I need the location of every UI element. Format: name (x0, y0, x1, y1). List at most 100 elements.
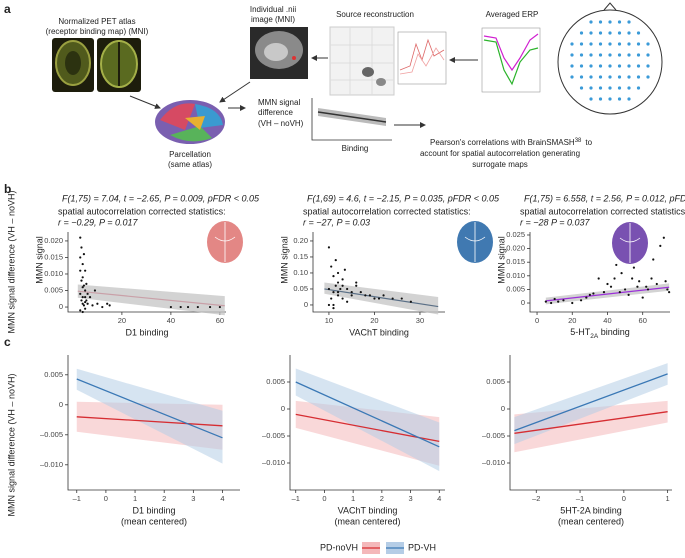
point (330, 297, 333, 300)
electrode (579, 86, 584, 90)
y-tick-label: –0.010 (482, 458, 505, 467)
electrode (636, 42, 641, 46)
electrode (646, 53, 650, 57)
subtitle: spatial autocorrelation corrected statis… (58, 206, 226, 216)
electrode (579, 75, 584, 79)
topoplot-electrodes (570, 20, 650, 101)
y-tick-label: 0.05 (293, 284, 308, 293)
x-tick-label: 10 (325, 316, 333, 325)
line (77, 290, 225, 307)
point (106, 302, 109, 305)
y-tick-label: –0.005 (482, 431, 505, 440)
point (330, 265, 333, 268)
electrode (570, 42, 574, 46)
point (334, 259, 337, 262)
y-tick-label: 0 (59, 302, 63, 311)
electrode (627, 20, 631, 24)
electrode (627, 75, 631, 79)
point (84, 269, 87, 272)
x-axis-label: VAChT binding (349, 327, 409, 337)
y-tick-label: –0.010 (262, 458, 285, 467)
electrode (589, 75, 593, 79)
result: r = −27, P = 0.03 (303, 217, 370, 227)
y-tick-label: 0.20 (293, 236, 308, 245)
electrode (598, 86, 603, 90)
point (196, 305, 199, 309)
electrode (646, 64, 650, 68)
binding-plot (311, 98, 392, 141)
legend-label: PD-VH (408, 542, 436, 552)
point (562, 299, 565, 302)
electrode (579, 53, 584, 57)
electrode (598, 20, 603, 24)
point (557, 300, 560, 303)
caption: Individual .nii (250, 5, 296, 14)
x-tick-label: 1 (351, 494, 355, 503)
x-axis-label: binding (598, 327, 630, 337)
caption: Source reconstruction (336, 10, 414, 19)
caption: Pearson's correlations with BrainSMASH (430, 138, 575, 147)
caption: Averaged ERP (486, 10, 539, 19)
point (327, 287, 331, 291)
electrode (636, 75, 641, 79)
electrode (617, 75, 622, 79)
point (93, 289, 97, 292)
caption: Normalized PET atlas (58, 17, 135, 26)
electrode (617, 97, 622, 101)
x-tick-label: 0 (622, 494, 626, 503)
point (81, 310, 84, 314)
point (606, 282, 609, 286)
electrode (589, 20, 593, 24)
point (82, 253, 86, 256)
mri-image (250, 27, 308, 79)
electrode (608, 86, 612, 90)
axis (312, 232, 445, 313)
point (597, 277, 600, 280)
y-tick-label: 0.005 (266, 377, 285, 386)
caption: image (MNI) (251, 15, 295, 24)
point (652, 258, 655, 261)
point (355, 281, 358, 284)
x-tick-label: 3 (408, 494, 412, 503)
x-tick-label: 20 (568, 316, 576, 325)
point (85, 282, 88, 286)
electrode (627, 31, 631, 35)
y-tick-label: 0 (304, 300, 308, 309)
x-tick-label: 60 (639, 316, 647, 325)
point (409, 300, 412, 303)
point (346, 287, 349, 291)
result: r = −28 P = 0.037 (520, 217, 590, 227)
point (84, 307, 87, 310)
point (332, 303, 335, 307)
y-tick-label: 0 (281, 404, 285, 413)
electrode (646, 75, 650, 79)
electrode (608, 53, 612, 57)
point (96, 302, 99, 305)
point (336, 294, 340, 297)
x-tick-label: 4 (437, 494, 441, 503)
point (618, 291, 621, 294)
x-tick-label: 2 (162, 494, 166, 503)
y-tick-label: 0 (59, 400, 63, 409)
x-tick-label: 40 (167, 316, 175, 325)
electrode (589, 64, 593, 68)
point (579, 299, 583, 302)
point (623, 288, 627, 291)
line (295, 381, 440, 448)
point (169, 305, 172, 309)
point (336, 281, 340, 284)
caption: Binding (342, 144, 369, 153)
x-tick-label: 60 (216, 316, 224, 325)
point (341, 297, 344, 300)
electrode (636, 86, 641, 90)
electrode (627, 53, 631, 57)
point (332, 307, 335, 310)
caption: account for spatial autocorrelation gene… (420, 149, 580, 158)
brain-icon-detail (214, 222, 236, 262)
arrow (219, 81, 251, 103)
point (82, 284, 86, 287)
point (341, 284, 344, 287)
erp-plot (481, 2, 663, 115)
point (86, 302, 89, 305)
electrode (579, 31, 584, 35)
